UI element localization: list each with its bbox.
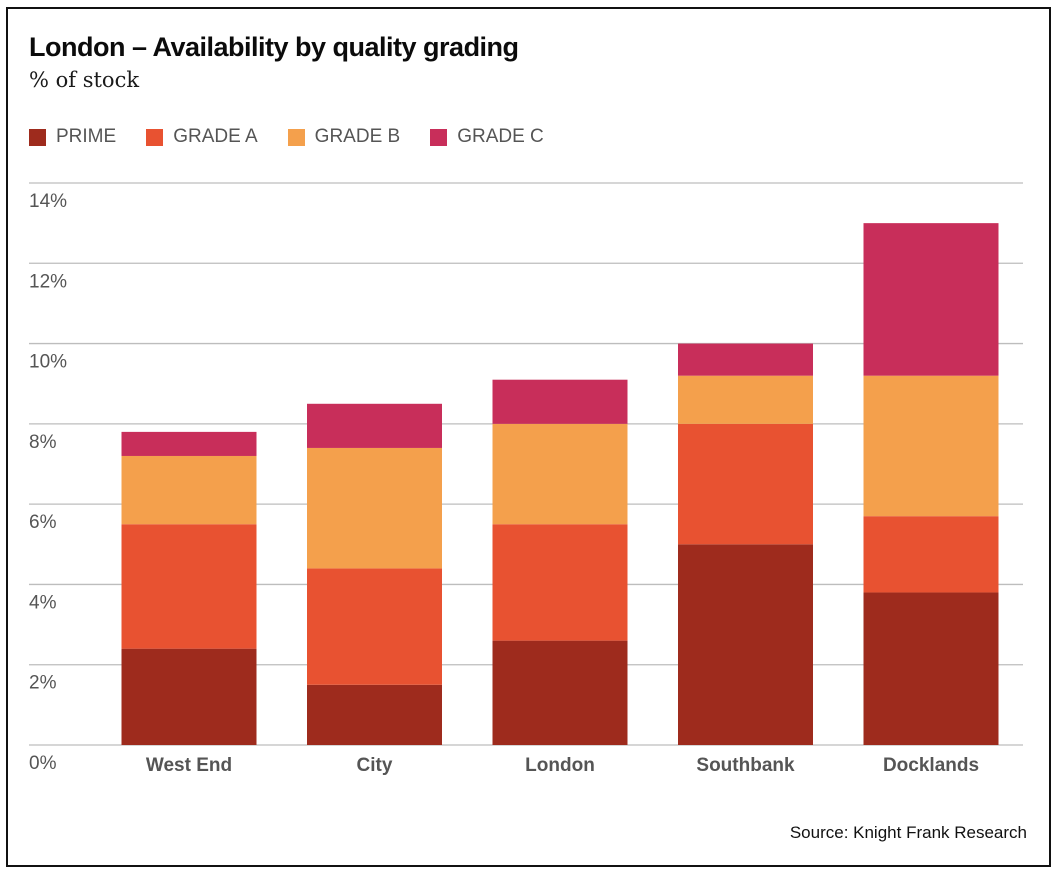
y-tick-label: 10% [29, 352, 67, 373]
bar-segment-grade-b [863, 375, 999, 517]
bar-segment-grade-b [307, 447, 442, 569]
bar-segment-grade-b [121, 455, 257, 525]
chart-title: London – Availability by quality grading [29, 32, 519, 62]
bar-segment-grade-a [307, 568, 442, 685]
bar-segment-grade-c [678, 343, 813, 376]
bar-segment-prime [678, 544, 813, 745]
legend-item-grade-b: GRADE B [287, 126, 401, 148]
legend-item-grade-c: GRADE C [430, 126, 544, 148]
x-category-label: City [357, 755, 393, 776]
bar-segment-grade-a [121, 524, 257, 649]
x-category-label: Docklands [883, 755, 979, 776]
bar-segment-grade-c [121, 431, 257, 456]
bar-segment-grade-a [492, 524, 628, 641]
bar-segment-grade-b [492, 423, 628, 525]
legend-label-prime: PRIME [56, 126, 117, 147]
y-tick-label: 14% [29, 191, 67, 212]
chart-subtitle: % of stock [29, 68, 140, 92]
y-tick-label: 12% [29, 271, 67, 292]
bar-segment-prime [307, 684, 442, 745]
bar-segment-grade-a [678, 423, 813, 545]
y-tick-label: 6% [29, 512, 57, 533]
legend: PRIME GRADE A GRADE B GRADE C [29, 126, 544, 148]
y-tick-label: 0% [29, 753, 57, 774]
y-tick-label: 2% [29, 673, 57, 694]
x-category-label: London [525, 755, 595, 776]
bar-segment-prime [121, 648, 257, 745]
legend-swatch-grade-c [430, 128, 448, 146]
bar-segment-prime [492, 640, 628, 745]
x-category-label: West End [146, 755, 232, 776]
bar-segment-grade-c [492, 379, 628, 424]
legend-swatch-prime [29, 128, 46, 146]
bar-segment-grade-b [678, 375, 813, 424]
bar-segment-grade-c [863, 223, 999, 376]
x-category-label: Southbank [696, 755, 795, 776]
legend-swatch-grade-b [287, 128, 305, 146]
legend-item-grade-a: GRADE A [146, 126, 258, 148]
source-note: Source: Knight Frank Research [789, 823, 1027, 842]
y-tick-label: 4% [29, 592, 57, 613]
legend-label-grade-a: GRADE A [173, 126, 258, 147]
legend-label-grade-c: GRADE C [457, 126, 544, 147]
bar-segment-prime [863, 592, 999, 745]
legend-item-prime: PRIME [29, 126, 116, 148]
bar-segment-grade-a [863, 516, 999, 593]
legend-swatch-grade-a [146, 128, 164, 146]
y-tick-label: 8% [29, 432, 57, 453]
legend-label-grade-b: GRADE B [314, 126, 401, 147]
bar-segment-grade-c [307, 403, 442, 448]
